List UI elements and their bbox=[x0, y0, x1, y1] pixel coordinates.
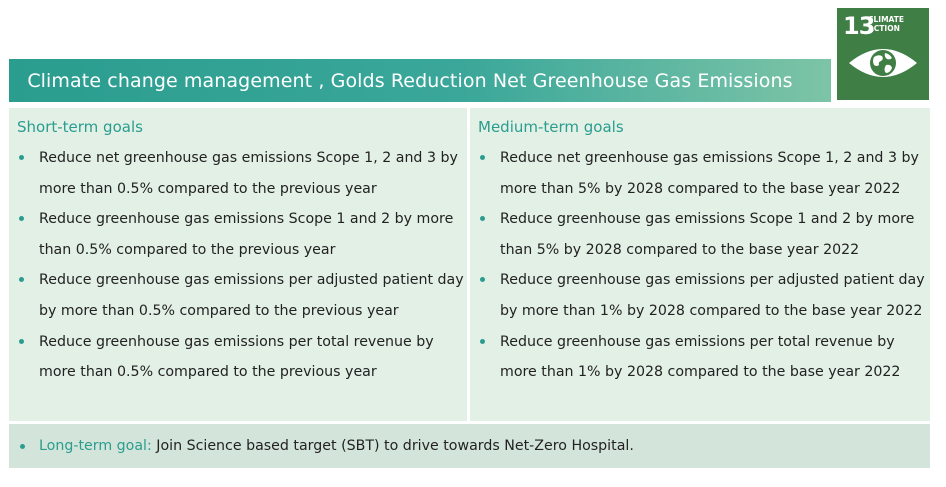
list-item: Reduce net greenhouse gas emissions Scop… bbox=[9, 143, 464, 204]
list-item: Reduce greenhouse gas emissions per tota… bbox=[470, 327, 930, 388]
long-term-label: Long-term goal: bbox=[39, 438, 152, 454]
sdg-13-badge: 13 CLIMATE ACTION bbox=[837, 8, 929, 100]
list-item: Reduce greenhouse gas emissions per adju… bbox=[9, 265, 464, 326]
bullet-icon bbox=[19, 155, 24, 160]
list-item: Reduce net greenhouse gas emissions Scop… bbox=[470, 143, 930, 204]
short-term-goal-list: Reduce net greenhouse gas emissions Scop… bbox=[9, 143, 464, 388]
long-term-goal-bar: Long-term goal: Join Science based targe… bbox=[9, 424, 930, 468]
list-item: Reduce greenhouse gas emissions Scope 1 … bbox=[470, 204, 930, 265]
short-term-goals-panel: Short-term goals Reduce net greenhouse g… bbox=[9, 108, 467, 421]
goal-text: Reduce greenhouse gas emissions per tota… bbox=[500, 333, 901, 381]
goal-text: Reduce greenhouse gas emissions per tota… bbox=[39, 333, 434, 381]
bullet-icon bbox=[480, 155, 485, 160]
bullet-icon bbox=[20, 443, 25, 449]
goal-text: Reduce greenhouse gas emissions Scope 1 … bbox=[39, 211, 454, 258]
medium-term-heading: Medium-term goals bbox=[478, 118, 624, 136]
long-term-goal: Long-term goal: Join Science based targe… bbox=[39, 438, 634, 454]
list-item: Reduce greenhouse gas emissions per adju… bbox=[470, 265, 930, 326]
sdg-label-line-1: CLIMATE bbox=[868, 15, 904, 24]
header-banner: Climate change management , Golds Reduct… bbox=[9, 59, 831, 102]
bullet-icon bbox=[480, 216, 485, 222]
goal-text: Reduce greenhouse gas emissions per adju… bbox=[39, 272, 464, 319]
bullet-icon bbox=[19, 216, 24, 222]
short-term-heading: Short-term goals bbox=[17, 118, 143, 136]
eye-globe-icon bbox=[849, 49, 917, 77]
sdg-number: 13 bbox=[843, 12, 875, 40]
goal-text: Reduce greenhouse gas emissions per adju… bbox=[500, 272, 925, 319]
page-title: Climate change management , Golds Reduct… bbox=[27, 69, 793, 92]
goal-text: Reduce net greenhouse gas emissions Scop… bbox=[39, 150, 458, 197]
goal-text: Reduce greenhouse gas emissions Scope 1 … bbox=[500, 211, 915, 258]
bullet-icon bbox=[480, 338, 485, 344]
bullet-icon bbox=[19, 338, 24, 344]
bullet-icon bbox=[480, 277, 485, 283]
long-term-text: Join Science based target (SBT) to drive… bbox=[151, 438, 634, 454]
sdg-label: CLIMATE ACTION bbox=[868, 15, 908, 33]
sdg-label-line-2: ACTION bbox=[868, 24, 900, 33]
list-item: Reduce greenhouse gas emissions Scope 1 … bbox=[9, 204, 464, 265]
medium-term-goals-panel: Medium-term goals Reduce net greenhouse … bbox=[470, 108, 930, 421]
list-item: Reduce greenhouse gas emissions per tota… bbox=[9, 327, 464, 388]
medium-term-goal-list: Reduce net greenhouse gas emissions Scop… bbox=[470, 143, 930, 388]
goal-text: Reduce net greenhouse gas emissions Scop… bbox=[500, 150, 919, 197]
bullet-icon bbox=[19, 277, 24, 283]
